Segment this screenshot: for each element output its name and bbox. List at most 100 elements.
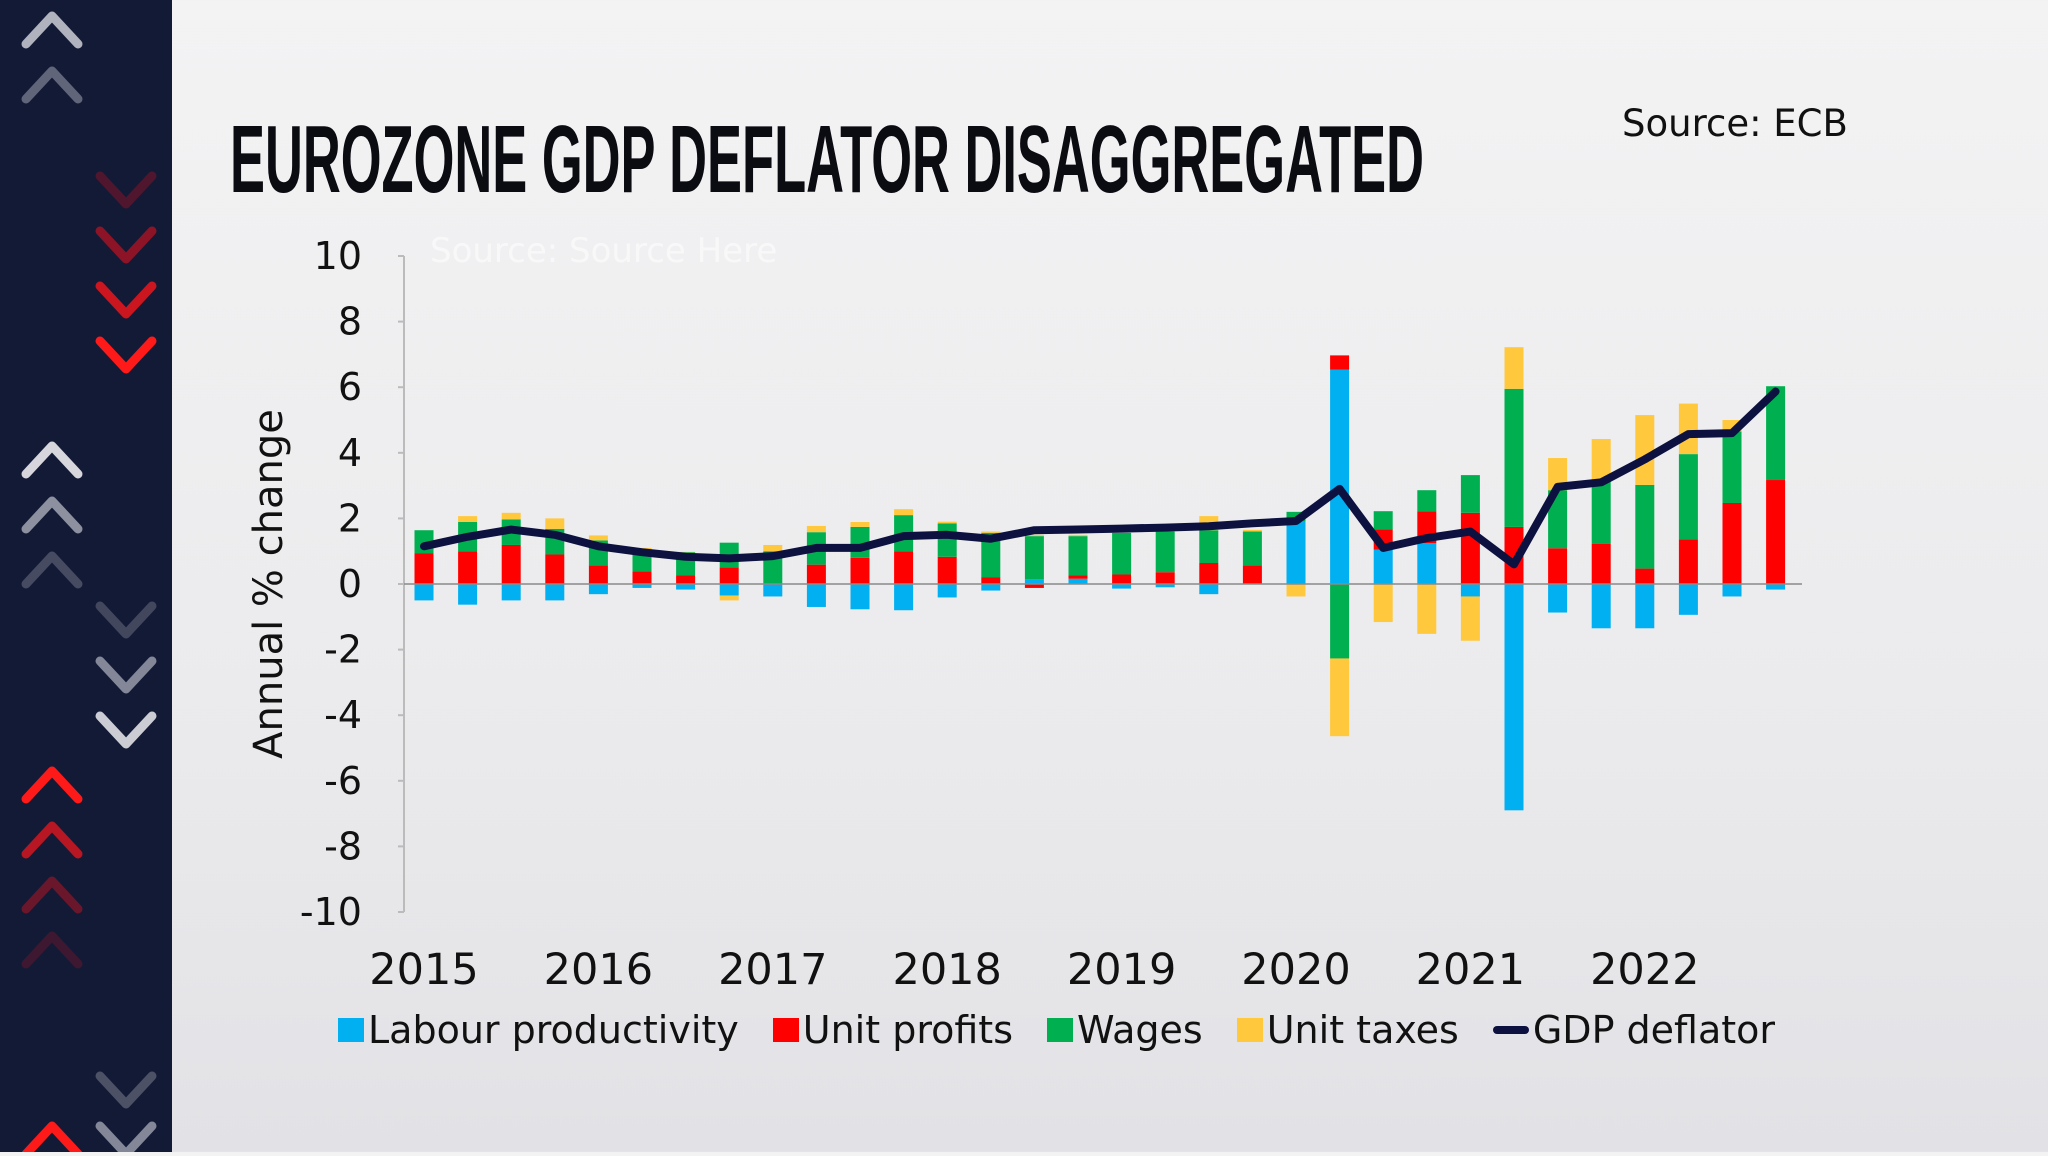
y-tick-label: -2	[324, 628, 362, 672]
bar-segment-wages	[1723, 431, 1742, 503]
x-tick-label: 2018	[892, 945, 1001, 995]
bar-segment-unit-taxes	[589, 535, 608, 540]
legend-item: GDP deflator	[1493, 1008, 1775, 1052]
bar-segment-wages	[1417, 490, 1436, 511]
bar-segment-labour-productivity	[1766, 584, 1785, 590]
bar-segment-unit-profits	[1592, 544, 1611, 584]
bar-segment-unit-taxes	[1461, 596, 1480, 640]
bar-segment-unit-profits	[720, 567, 739, 584]
y-tick-label: -8	[324, 824, 362, 868]
bar-segment-labour-productivity	[1679, 584, 1698, 615]
y-axis-label: Annual % change	[246, 409, 292, 759]
bar-segment-unit-taxes	[1287, 584, 1306, 596]
bar-segment-unit-profits	[1243, 565, 1262, 584]
bar-segment-labour-productivity	[1330, 369, 1349, 584]
bar-segment-unit-profits	[981, 577, 1000, 584]
legend: Labour productivity Unit profits Wages Unit…	[338, 1008, 1809, 1052]
bar-segment-labour-productivity	[894, 584, 913, 610]
bar-segment-unit-taxes	[1243, 530, 1262, 532]
bar-segment-labour-productivity	[1505, 584, 1524, 810]
bar-segment-unit-profits	[1679, 539, 1698, 584]
bar-segment-wages	[1025, 536, 1044, 579]
legend-label: Unit profits	[803, 1008, 1013, 1052]
bar-segment-unit-profits	[676, 575, 695, 584]
x-tick-label: 2019	[1067, 945, 1176, 995]
y-tick-label: 0	[338, 562, 362, 606]
bar-segment-unit-taxes	[1679, 404, 1698, 455]
legend-label: Wages	[1077, 1008, 1203, 1052]
bar-segment-unit-profits	[1199, 563, 1218, 584]
bar-segment-unit-taxes	[502, 513, 521, 520]
bar-segment-unit-taxes	[1505, 347, 1524, 389]
bar-segment-labour-productivity	[763, 584, 782, 596]
bar-segment-unit-taxes	[1374, 584, 1393, 622]
legend-swatch	[773, 1018, 799, 1042]
y-tick-label: 4	[338, 431, 362, 475]
x-tick-label: 2021	[1416, 945, 1525, 995]
bar-segment-wages	[1461, 475, 1480, 513]
bar-segment-labour-productivity	[502, 584, 521, 600]
legend-swatch	[1047, 1018, 1073, 1042]
bar-segment-unit-profits	[545, 554, 564, 584]
bar-segment-unit-profits	[1461, 513, 1480, 584]
y-tick-label: -10	[300, 890, 362, 934]
legend-item: Labour productivity	[338, 1008, 739, 1052]
bar-segment-unit-taxes	[938, 522, 957, 524]
bar-segment-unit-taxes	[1069, 535, 1088, 536]
bar-segment-unit-profits	[1723, 503, 1742, 584]
bar-segment-unit-profits	[894, 551, 913, 584]
bar-segment-wages	[1243, 532, 1262, 566]
bar-segment-wages	[1505, 389, 1524, 527]
bar-segment-wages	[1635, 485, 1654, 569]
bar-segment-unit-taxes	[807, 526, 826, 532]
x-tick-label: 2020	[1241, 945, 1350, 995]
x-tick-label: 2022	[1590, 945, 1699, 995]
bar-segment-wages	[1330, 584, 1349, 658]
y-tick-label: 8	[338, 300, 362, 344]
bar-segment-labour-productivity	[545, 584, 564, 600]
bar-segment-unit-profits	[938, 557, 957, 584]
legend-label: GDP deflator	[1533, 1008, 1775, 1052]
bar-segment-labour-productivity	[1548, 584, 1567, 613]
y-tick-label: 10	[314, 234, 362, 278]
bar-segment-wages	[1592, 479, 1611, 544]
legend-item: Wages	[1047, 1008, 1203, 1052]
bar-segment-wages	[1069, 536, 1088, 575]
y-tick-label: 6	[338, 365, 362, 409]
bar-segment-labour-productivity	[1069, 579, 1088, 584]
bar-segment-wages	[938, 523, 957, 556]
bar-segment-unit-taxes	[1635, 415, 1654, 485]
x-tick-label: 2016	[544, 945, 653, 995]
bar-segment-unit-profits	[1548, 548, 1567, 584]
y-tick-label: 2	[338, 496, 362, 540]
bar-segment-unit-profits	[851, 558, 870, 584]
legend-label: Unit taxes	[1267, 1008, 1459, 1052]
bar-segment-labour-productivity	[458, 584, 477, 605]
legend-swatch	[1493, 1026, 1529, 1034]
x-tick-label: 2017	[718, 945, 827, 995]
bar-segment-unit-profits	[1156, 572, 1175, 584]
bar-segment-wages	[1156, 532, 1175, 573]
bar-segment-unit-profits	[502, 545, 521, 584]
bar-segment-labour-productivity	[981, 584, 1000, 591]
bar-segment-labour-productivity	[1199, 584, 1218, 594]
y-tick-label: -6	[324, 759, 362, 803]
bar-segment-wages	[1199, 530, 1218, 563]
bar-segment-unit-profits	[1635, 569, 1654, 584]
bar-segment-wages	[1374, 511, 1393, 529]
bar-segment-labour-productivity	[1592, 584, 1611, 628]
bar-segment-unit-taxes	[1417, 584, 1436, 634]
bar-segment-unit-taxes	[1330, 658, 1349, 736]
bar-segment-labour-productivity	[415, 584, 434, 600]
bar-segment-labour-productivity	[1287, 522, 1306, 584]
bar-segment-labour-productivity	[1417, 543, 1436, 584]
bar-segment-unit-profits	[1069, 575, 1088, 579]
bar-segment-unit-profits	[415, 553, 434, 584]
legend-label: Labour productivity	[368, 1008, 739, 1052]
legend-item: Unit profits	[773, 1008, 1013, 1052]
bar-segment-labour-productivity	[676, 584, 695, 590]
legend-swatch	[338, 1018, 364, 1042]
gdp-deflator-line	[424, 391, 1776, 564]
bar-segment-wages	[1112, 533, 1131, 575]
